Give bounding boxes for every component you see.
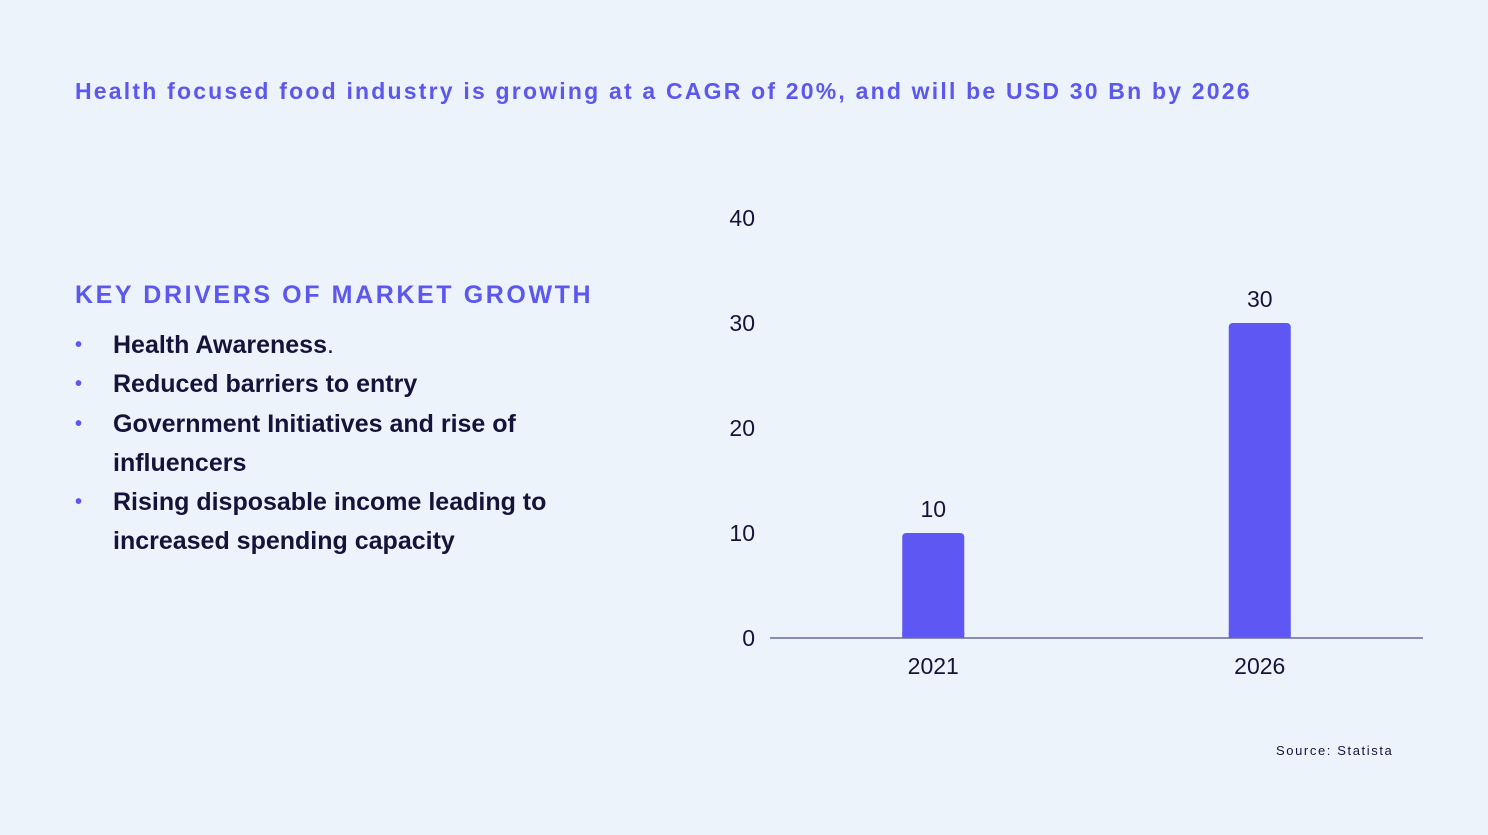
y-tick-label: 10	[729, 520, 755, 546]
driver-text: Government Initiatives and rise of influ…	[113, 409, 516, 477]
bullet-icon: •	[75, 412, 83, 435]
data-label: 30	[1247, 286, 1273, 312]
x-tick-label: 2026	[1234, 653, 1285, 679]
y-tick-label: 0	[742, 625, 755, 651]
data-label: 10	[920, 496, 946, 522]
driver-item: • Reduced barriers to entry	[75, 365, 635, 404]
bar-base-2026	[1228, 632, 1291, 638]
driver-text: Rising disposable income leading to incr…	[113, 488, 547, 556]
x-tick-label: 2021	[908, 653, 959, 679]
driver-suffix: .	[327, 331, 334, 359]
driver-item: • Rising disposable income leading to in…	[75, 483, 635, 562]
source-note: Source: Statista	[1276, 743, 1394, 758]
data-labels: 10 30	[920, 286, 1272, 522]
x-axis-ticks: 2021 2026	[908, 653, 1286, 679]
bullet-icon: •	[75, 491, 83, 514]
market-size-bar-chart: 0 10 20 30 40 10 30 2021 2026	[729, 205, 1423, 679]
y-axis-ticks: 0 10 20 30 40	[729, 205, 755, 651]
driver-item: • Health Awareness.	[75, 326, 635, 365]
y-tick-label: 40	[729, 205, 755, 231]
bars	[902, 323, 1291, 638]
y-tick-label: 30	[729, 310, 755, 336]
y-tick-label: 20	[729, 415, 755, 441]
driver-text: Health Awareness	[113, 331, 327, 359]
bar-base-2021	[902, 632, 965, 638]
key-drivers-list: • Health Awareness. • Reduced barriers t…	[75, 326, 635, 562]
bullet-icon: •	[75, 373, 83, 396]
driver-text: Reduced barriers to entry	[113, 370, 418, 399]
driver-item: • Government Initiatives and rise of inf…	[75, 405, 635, 484]
bullet-icon: •	[75, 334, 83, 356]
key-drivers-heading: KEY DRIVERS OF MARKET GROWTH	[75, 281, 594, 309]
bar-2021	[902, 533, 965, 638]
page-title: Health focused food industry is growing …	[75, 78, 1252, 104]
bar-2026	[1228, 323, 1291, 638]
